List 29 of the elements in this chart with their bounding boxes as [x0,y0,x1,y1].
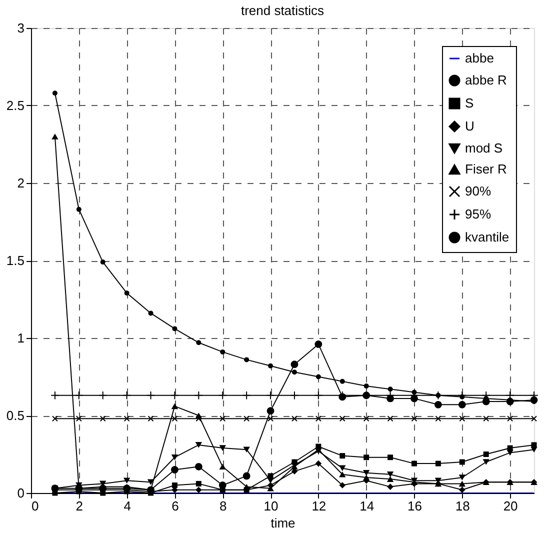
legend-label: abbe R [465,72,507,88]
x-tick-label: 18 [455,498,470,514]
y-tick-label: 0.5 [6,408,24,423]
x-tick-label: 0 [32,498,39,514]
y-tick-label: 1 [17,330,24,346]
legend-label: U [465,118,474,134]
legend-label: S [465,96,474,110]
legend-label: Fiser R [465,162,507,176]
x-tick-label: 16 [408,498,422,514]
y-tick-label: 0 [17,486,24,500]
y-tick-label: 2 [17,176,24,190]
x-tick-label: 14 [360,498,374,514]
x-tick-label: 10 [264,498,278,514]
chart-title: trend statistics [240,3,325,18]
legend-label: kvantile [465,230,510,244]
x-tick-label: 4 [124,498,131,514]
y-tick-label: 2.5 [6,98,24,113]
legend-label: 95% [465,206,492,222]
legend-label: 90% [465,184,492,198]
x-tick-label: 6 [172,498,179,514]
x-axis-title: time [270,516,296,530]
x-tick-label: 12 [312,498,326,514]
x-tick-label: 2 [76,498,84,514]
x-tick-label: 20 [503,498,518,514]
legend-label: abbe [465,50,494,66]
legend-label: mod S [465,140,503,156]
x-tick-label: 8 [220,498,227,514]
y-tick-label: 3 [17,20,24,36]
y-tick-label: 1.5 [6,253,24,268]
